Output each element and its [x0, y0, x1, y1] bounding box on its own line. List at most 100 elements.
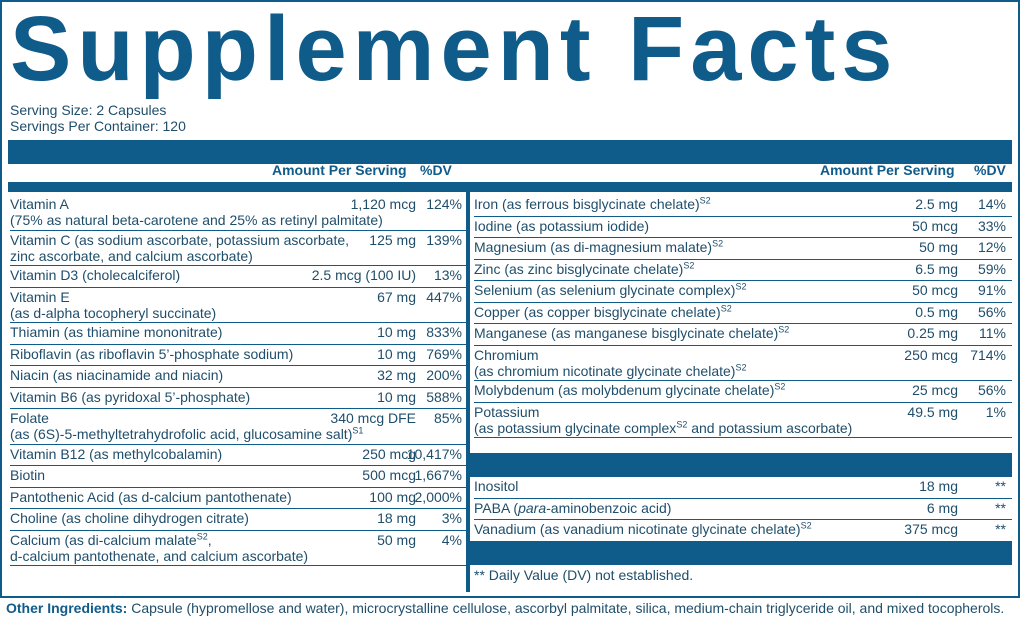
nutrient-name-text: Pantothenic Acid (as d-calcium pantothen… [10, 488, 292, 505]
right-other-column: Inositol 18 mg ** PABA (para-aminobenzoic a… [474, 477, 1012, 542]
left-dv-header: %DV [420, 162, 452, 178]
nutrient-row: Riboflavin (as riboflavin 5’-phosphate s… [10, 345, 466, 366]
nutrient-name-text: Choline (as choline dihydrogen citrate) [10, 510, 249, 526]
nutrient-row: Niacin (as niacinamide and niacin) 32 mg 2… [10, 366, 466, 388]
nutrient-name: Vanadium (as vanadium nicotinate glycina… [474, 521, 812, 537]
amount-per-serving: 10 mg [377, 324, 416, 340]
nutrient-name-text: Potassium [474, 403, 540, 420]
nutrient-row: Manganese (as manganese bisglycinate che… [474, 324, 1012, 346]
amount-per-serving: 250 mcg [904, 346, 958, 363]
daily-value: 139% [426, 231, 462, 248]
nutrient-name: Inositol [474, 478, 518, 494]
nutrient-name: Iron (as ferrous bisglycinate chelate)S2 [474, 196, 711, 212]
source-superscript: S1 [352, 425, 364, 436]
amount-per-serving: 50 mcg [912, 217, 958, 234]
nutrient-row: Vanadium (as vanadium nicotinate glycina… [474, 520, 1012, 542]
nutrient-name: Biotin [10, 467, 45, 483]
nutrient-name: Potassium [474, 404, 539, 420]
nutrient-name-text: Vanadium (as vanadium nicotinate glycina… [474, 521, 801, 537]
nutrient-name: Iodine (as potassium iodide) [474, 218, 649, 234]
amount-per-serving: 6 mg [926, 499, 958, 516]
source-superscript: S2 [683, 259, 695, 270]
nutrient-name: Niacin (as niacinamide and niacin) [10, 367, 223, 383]
serving-info: Serving Size: 2 Capsules Servings Per Co… [10, 102, 186, 134]
daily-value: 4% [441, 531, 462, 548]
nutrient-row: Inositol 18 mg ** [474, 477, 1012, 499]
nutrient-row: Selenium (as selenium glycinate complex)… [474, 281, 1012, 303]
amount-per-serving: 2.5 mcg (100 IU) [311, 267, 416, 283]
nutrient-source-text: (as (6S)-5-methyltetrahydrofolic acid, g… [10, 426, 353, 442]
amount-per-serving: 67 mg [377, 288, 416, 305]
amount-per-serving: 50 mcg [912, 282, 958, 298]
nutrient-source: (75% as natural beta-carotene and 25% as… [10, 212, 383, 228]
amount-per-serving: 1,120 mcg [350, 196, 416, 212]
nutrient-row: Vitamin B12 (as methylcobalamin) 250 mcg 1… [10, 445, 466, 466]
nutrient-name: Copper (as copper bisglycinate chelate)S… [474, 303, 732, 320]
daily-value: 2,000% [414, 488, 462, 505]
nutrient-name: Choline (as choline dihydrogen citrate) [10, 510, 249, 526]
nutrient-row: Pantothenic Acid (as d-calcium pantothen… [10, 488, 466, 509]
column-separator [466, 182, 470, 592]
daily-value: 124% [426, 196, 462, 212]
source-superscript: S2 [735, 281, 747, 292]
daily-value: 588% [426, 388, 462, 405]
amount-per-serving: 10 mg [377, 345, 416, 362]
amount-per-serving: 6.5 mg [915, 260, 958, 277]
nutrient-name: Pantothenic Acid (as d-calcium pantothen… [10, 489, 292, 505]
amount-per-serving: 0.5 mg [915, 303, 958, 320]
nutrient-source-tail: and potassium ascorbate) [687, 419, 853, 436]
source-superscript: S2 [800, 520, 812, 531]
nutrient-source: (as chromium nicotinate glycinate chelat… [474, 362, 746, 379]
nutrient-name-text: Vitamin C (as sodium ascorbate, potassiu… [10, 231, 350, 248]
amount-per-serving: 0.25 mg [907, 325, 958, 341]
serving-size: Serving Size: 2 Capsules [10, 102, 167, 118]
nutrient-name-text: Vitamin B12 (as methylcobalamin) [10, 445, 223, 462]
nutrient-name-text: Riboflavin (as riboflavin 5’-phosphate s… [10, 345, 294, 362]
nutrient-row: Folate (as (6S)-5-methyltetrahydrofolic a… [10, 409, 466, 445]
nutrient-name: Zinc (as zinc bisglycinate chelate)S2 [474, 259, 695, 276]
nutrient-name-text: Copper (as copper bisglycinate chelate) [474, 303, 721, 320]
nutrient-name-text: Iron (as ferrous bisglycinate chelate) [474, 196, 700, 212]
other-ingredients-label: Other Ingredients: [6, 600, 128, 616]
amount-per-serving: 100 mg [369, 488, 416, 505]
nutrient-name: Thiamin (as thiamine mononitrate) [10, 324, 222, 340]
nutrient-name: Molybdenum (as molybdenum glycinate chel… [474, 382, 785, 398]
source-superscript: S2 [676, 418, 688, 429]
daily-value: 59% [977, 260, 1006, 277]
daily-value: 1,667% [414, 467, 462, 483]
nutrient-name: Vitamin C (as sodium ascorbate, potassiu… [10, 232, 349, 248]
nutrient-row: Copper (as copper bisglycinate chelate)S… [474, 303, 1012, 324]
nutrient-source-text: (as potassium glycinate complex [474, 419, 677, 436]
amount-per-serving: 10 mg [377, 388, 416, 405]
panel-title: Supplement Facts [10, 0, 899, 100]
nutrient-source-text: (as chromium nicotinate glycinate chelat… [474, 362, 736, 379]
other-ingredients-text: Capsule (hypromellose and water), microc… [127, 600, 1005, 616]
nutrient-name: PABA (para-aminobenzoic acid) [474, 500, 671, 516]
nutrient-name: Vitamin D3 (cholecalciferol) [10, 267, 180, 283]
other-ingredients: Other Ingredients: Capsule (hypromellose… [6, 600, 1006, 617]
nutrient-name-text: Selenium (as selenium glycinate complex) [474, 282, 736, 298]
right-amount-header: Amount Per Serving [820, 162, 955, 178]
nutrient-name-text: Chromium [474, 346, 539, 363]
daily-value: 56% [977, 303, 1006, 320]
right-nutrient-column: Iron (as ferrous bisglycinate chelate)S2… [474, 195, 1012, 438]
nutrient-name: Calcium (as di-calcium malateS2, [10, 531, 212, 547]
nutrient-source-text: d-calcium pantothenate, and calcium asco… [10, 547, 309, 564]
nutrient-row: Zinc (as zinc bisglycinate chelate)S2 6.5… [474, 259, 1012, 281]
amount-per-serving: 250 mcg [362, 445, 416, 462]
right-header-bar [470, 182, 1012, 192]
amount-per-serving: 375 mcg [904, 521, 958, 537]
top-divider-bar [8, 140, 1012, 164]
nutrient-source-text: (as d-alpha tocopheryl succinate) [10, 304, 217, 321]
nutrient-name-text: Thiamin (as thiamine mononitrate) [10, 324, 223, 340]
amount-per-serving: 49.5 mg [907, 403, 958, 420]
nutrient-row: Potassium (as potassium glycinate complex… [474, 403, 1012, 438]
nutrient-row: Vitamin B6 (as pyridoxal 5’-phosphate) 10… [10, 388, 466, 409]
nutrient-source: zinc ascorbate, and calcium ascorbate) [10, 248, 253, 264]
nutrient-name-text: Manganese (as manganese bisglycinate che… [474, 325, 779, 341]
daily-value: ** [995, 499, 1006, 516]
nutrient-name-text: Vitamin A [10, 196, 69, 212]
nutrient-source: (as potassium glycinate complexS2 and po… [474, 418, 853, 436]
daily-value: 56% [977, 382, 1006, 398]
nutrient-source: (as (6S)-5-methyltetrahydrofolic acid, g… [10, 426, 363, 442]
